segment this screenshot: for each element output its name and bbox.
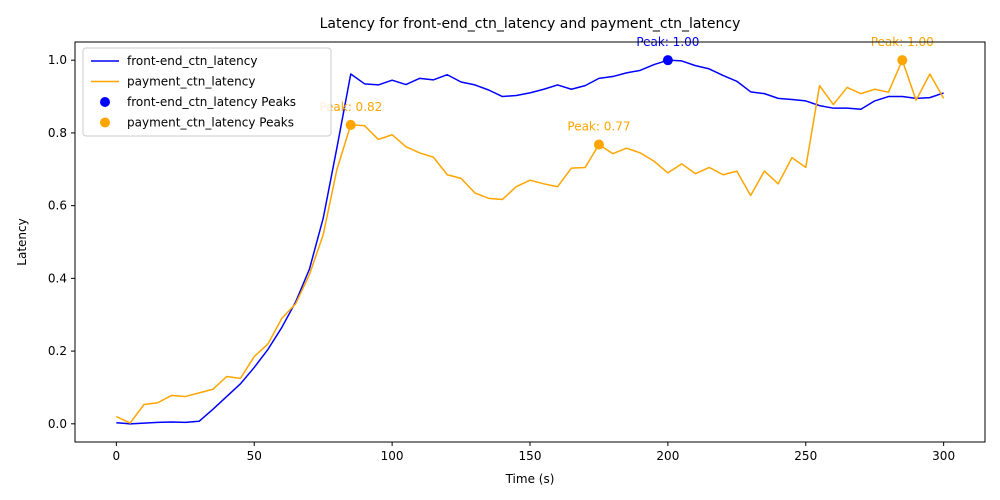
legend-box bbox=[82, 47, 332, 137]
legend: front-end_ctn_latency payment_ctn_latency… bbox=[82, 47, 332, 137]
peak-annotation: Peak: 0.82 bbox=[319, 100, 382, 114]
legend-label: front-end_ctn_latency bbox=[127, 54, 257, 68]
peak-marker bbox=[662, 55, 673, 66]
legend-label: payment_ctn_latency bbox=[127, 75, 255, 89]
x-tick-label: 0 bbox=[113, 449, 121, 463]
y-tick-label: 0.0 bbox=[48, 417, 67, 431]
y-axis-title: Latency bbox=[15, 218, 29, 265]
series-line-1 bbox=[116, 59, 944, 425]
x-tick-label: 150 bbox=[519, 449, 542, 463]
peak-marker bbox=[593, 139, 604, 150]
series-line-2 bbox=[116, 59, 945, 424]
peak-marker bbox=[345, 119, 356, 130]
y-tick-label: 1.0 bbox=[48, 53, 67, 67]
legend-marker-swatch bbox=[100, 117, 110, 128]
x-tick-label: 50 bbox=[247, 449, 262, 463]
y-tick-label: 0.2 bbox=[48, 344, 67, 358]
x-tick-label: 100 bbox=[381, 449, 404, 463]
x-tick-label: 200 bbox=[656, 449, 679, 463]
legend-label: payment_ctn_latency Peaks bbox=[127, 116, 294, 130]
peak-marker bbox=[897, 55, 908, 66]
x-tick-label: 300 bbox=[932, 449, 955, 463]
peak-annotation: Peak: 0.77 bbox=[567, 120, 630, 134]
x-tick-label: 250 bbox=[794, 449, 817, 463]
x-axis-title: Time (s) bbox=[505, 472, 555, 486]
legend-marker-swatch bbox=[100, 97, 110, 107]
y-tick-label: 0.4 bbox=[48, 271, 67, 285]
y-tick-label: 0.8 bbox=[48, 126, 67, 140]
legend-label: front-end_ctn_latency Peaks bbox=[127, 95, 296, 109]
y-tick-label: 0.6 bbox=[48, 199, 67, 213]
chart-title: Latency for front-end_ctn_latency and pa… bbox=[320, 16, 741, 32]
